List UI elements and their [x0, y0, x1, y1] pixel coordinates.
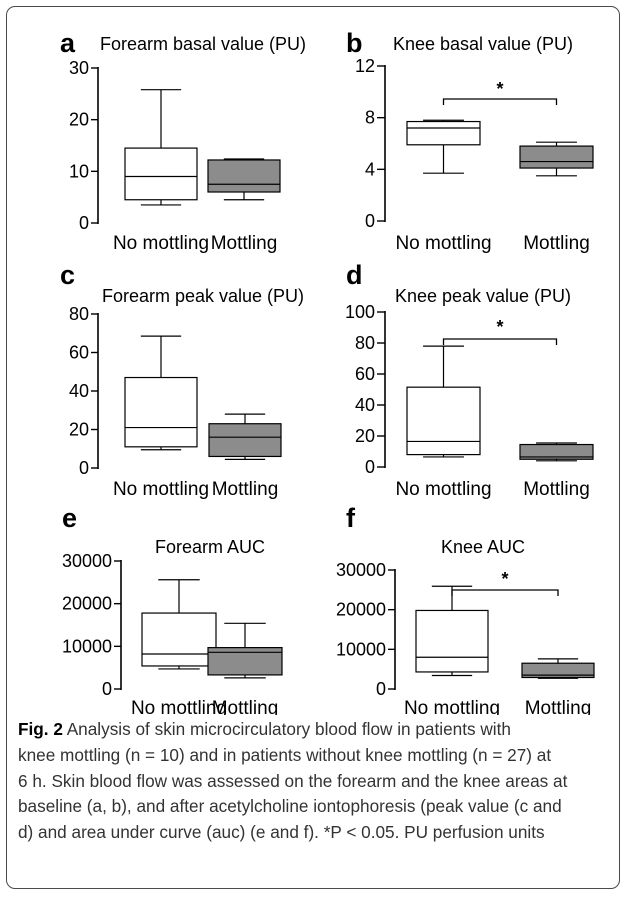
panel-f-letter: f	[346, 503, 356, 533]
panel-f-y-tick-label: 0	[376, 679, 386, 699]
panel-e-y-tick-label: 20000	[62, 594, 112, 614]
panel-b-y-tick-label: 12	[355, 56, 375, 76]
panel-e-y-tick-label: 10000	[62, 636, 112, 656]
panel-a-box-mottling-label: Mottling	[211, 233, 278, 254]
panel-f-box-no-mottling-label: No mottling	[404, 698, 500, 715]
panel-d-y-tick-label: 80	[355, 333, 375, 353]
caption-line-4: baseline (a, b), and after acetylcholine…	[18, 796, 562, 817]
panel-b-significance-star: *	[496, 79, 503, 99]
panel-e-letter: e	[62, 503, 77, 533]
panel-c-y-tick-label: 80	[69, 304, 89, 324]
panel-d-significance-bracket	[442, 338, 558, 345]
panel-a-y-tick-label: 20	[69, 110, 89, 130]
panel-d-box-mottling	[519, 443, 594, 460]
panel-c-box-no-mottling-label: No mottling	[113, 479, 209, 500]
figure-caption: Fig. 2 Analysis of skin microcirculatory…	[18, 717, 614, 846]
panel-f-y-tick-label: 30000	[336, 560, 386, 580]
panel-c-y-tick-label: 0	[79, 458, 89, 478]
panel-a-title: Forearm basal value (PU)	[100, 34, 306, 54]
panel-f-title: Knee AUC	[441, 537, 525, 557]
panel-c-box-mottling	[208, 423, 282, 458]
panel-d-box-no-mottling	[406, 386, 481, 456]
panel-d-y-tick-label: 0	[365, 457, 375, 477]
panel-a-box-no-mottling-label: No mottling	[113, 233, 209, 254]
panel-d-box-mottling-label: Mottling	[523, 479, 590, 500]
caption-line-1-text: Analysis of skin microcirculatory blood …	[62, 719, 511, 739]
panel-f-significance-star: *	[501, 569, 508, 589]
panel-b-letter: b	[346, 28, 363, 58]
panel-e-y-tick-label: 0	[102, 679, 112, 699]
panel-f-y-tick-label: 20000	[336, 600, 386, 620]
panel-e-title: Forearm AUC	[155, 537, 265, 557]
panel-b-box-no-mottling	[406, 120, 481, 146]
panel-b-box-no-mottling-label: No mottling	[395, 233, 491, 254]
panel-d-y-tick-label: 100	[345, 302, 375, 322]
caption-line-2: knee mottling (n = 10) and in patients w…	[18, 744, 552, 765]
panel-b-title: Knee basal value (PU)	[393, 34, 573, 54]
panel-d-y-tick-label: 20	[355, 426, 375, 446]
panel-b-box-mottling	[519, 145, 594, 169]
panel-d-y-tick-label: 60	[355, 364, 375, 384]
panel-f-significance-bracket	[451, 589, 559, 596]
panel-f-box-mottling-label: Mottling	[525, 698, 592, 715]
panel-d-y-tick-label: 40	[355, 395, 375, 415]
panel-e-box-no-mottling-label: No mottling	[131, 698, 227, 715]
panel-f-box-no-mottling	[415, 609, 489, 673]
caption-line-1: Fig. 2 Analysis of skin microcirculatory…	[18, 717, 614, 743]
caption-line-3: 6 h. Skin blood flow was assessed on the…	[18, 770, 568, 791]
panel-c-box-no-mottling	[124, 376, 198, 448]
panel-d-title: Knee peak value (PU)	[395, 286, 571, 306]
caption-label: Fig. 2	[18, 719, 63, 739]
panel-c-letter: c	[60, 260, 75, 290]
figure-frame	[6, 6, 620, 889]
caption-line-5: d) and area under curve (auc) (e and f).…	[18, 822, 545, 843]
panel-b-y-tick-label: 0	[365, 211, 375, 231]
panel-d-letter: d	[346, 260, 363, 290]
panel-b-box-mottling-label: Mottling	[523, 233, 590, 254]
panel-b-significance-bracket	[442, 98, 558, 105]
panel-e-box-no-mottling	[141, 612, 217, 667]
panel-c-y-tick-label: 40	[69, 381, 89, 401]
panel-d-box-no-mottling-label: No mottling	[395, 479, 491, 500]
panel-f-y-tick-label: 10000	[336, 639, 386, 659]
panel-b-y-tick-label: 8	[365, 108, 375, 128]
panel-a-y-tick-label: 0	[79, 213, 89, 233]
panel-c-y-tick-label: 60	[69, 343, 89, 363]
figure-panels: a Forearm basal value (PU) 0 10 20 30 No mottl…	[60, 28, 595, 715]
panel-c-title: Forearm peak value (PU)	[102, 286, 304, 306]
panel-a-box-mottling	[207, 159, 281, 193]
panel-c-box-mottling-label: Mottling	[212, 479, 279, 500]
panel-e-box-mottling-label: Mottling	[212, 698, 279, 715]
panel-d-significance-star: *	[496, 317, 503, 337]
panel-a-box-no-mottling	[124, 147, 198, 201]
panel-f-box-mottling	[521, 662, 595, 679]
panel-e-y-tick-label: 30000	[62, 551, 112, 571]
panel-b-y-tick-label: 4	[365, 159, 375, 179]
panel-c-y-tick-label: 20	[69, 420, 89, 440]
panel-a-y-tick-label: 30	[69, 58, 89, 78]
panel-a-letter: a	[60, 28, 76, 58]
panel-a-y-tick-label: 10	[69, 161, 89, 181]
